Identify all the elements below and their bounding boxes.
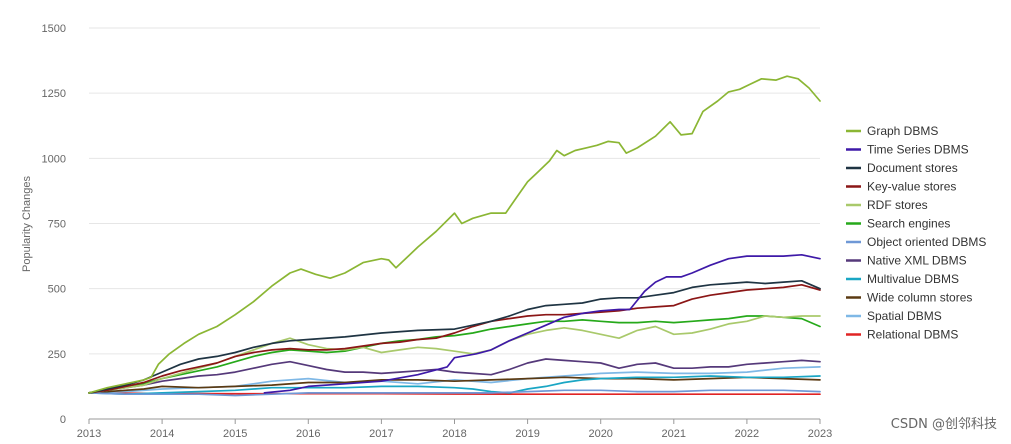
legend-item-key-value-stores[interactable]: Key-value stores <box>846 180 956 194</box>
legend-label: Graph DBMS <box>867 124 938 138</box>
legend-item-object-oriented-dbms[interactable]: Object oriented DBMS <box>846 235 986 249</box>
legend-item-graph-dbms[interactable]: Graph DBMS <box>846 124 938 138</box>
y-tick-label: 0 <box>60 414 66 426</box>
legend-label: Key-value stores <box>867 180 956 194</box>
x-tick-label: 2018 <box>442 428 466 440</box>
legend-label: Wide column stores <box>867 291 972 305</box>
axes: 0 250 500 750 1000 1250 1500 2013 2014 2015 2016 20… <box>42 23 833 440</box>
y-tick-label: 1250 <box>42 88 66 100</box>
legend-item-native-xml-dbms[interactable]: Native XML DBMS <box>846 254 967 268</box>
y-tick-label: 250 <box>48 349 66 361</box>
y-tick-label: 1500 <box>42 23 66 35</box>
legend-item-document-stores[interactable]: Document stores <box>846 161 958 175</box>
legend-label: Object oriented DBMS <box>867 235 986 249</box>
legend-item-rdf-stores[interactable]: RDF stores <box>846 198 928 212</box>
legend-item-multivalue-dbms[interactable]: Multivalue DBMS <box>846 272 959 286</box>
series-line-time-series-dbms <box>263 253 821 394</box>
legend-item-spatial-dbms[interactable]: Spatial DBMS <box>846 309 942 323</box>
y-axis-title: Popularity Changes <box>21 176 33 273</box>
y-tick-label: 750 <box>48 219 66 231</box>
series-line-wide-column-stores <box>88 376 821 394</box>
x-tick-label: 2020 <box>588 428 612 440</box>
legend-label: Relational DBMS <box>867 328 958 342</box>
legend-item-relational-dbms[interactable]: Relational DBMS <box>846 328 958 342</box>
series-line-search-engines <box>88 315 821 394</box>
y-tick-label: 500 <box>48 284 66 296</box>
series-line-document-stores <box>88 279 821 394</box>
series-line-native-xml-dbms <box>88 358 821 394</box>
legend-item-search-engines[interactable]: Search engines <box>846 217 950 231</box>
x-tick-label: 2013 <box>77 428 101 440</box>
legend-item-wide-column-stores[interactable]: Wide column stores <box>846 291 972 305</box>
series-line-relational-dbms <box>88 392 821 396</box>
series-line-key-value-stores <box>88 283 821 394</box>
legend-label: Spatial DBMS <box>867 309 942 323</box>
legend-label: Search engines <box>867 217 950 231</box>
grid-lines <box>89 27 820 355</box>
x-tick-label: 2023 <box>808 428 832 440</box>
x-tick-label: 2019 <box>515 428 539 440</box>
series-line-object-oriented-dbms <box>88 389 821 397</box>
y-tick-label: 1000 <box>42 153 66 165</box>
series-line-graph-dbms <box>88 75 821 394</box>
legend-label: Time Series DBMS <box>867 143 969 157</box>
x-tick-label: 2017 <box>369 428 393 440</box>
x-tick-label: 2014 <box>150 428 174 440</box>
x-tick-label: 2015 <box>223 428 247 440</box>
legend-label: Document stores <box>867 161 958 175</box>
legend: Graph DBMS Time Series DBMS Document store… <box>846 124 986 342</box>
watermark: CSDN @创邻科技 <box>890 417 997 432</box>
legend-item-time-series-dbms[interactable]: Time Series DBMS <box>846 143 969 157</box>
legend-label: Multivalue DBMS <box>867 272 959 286</box>
series-lines <box>88 75 821 397</box>
series-line-multivalue-dbms <box>88 375 821 396</box>
legend-label: Native XML DBMS <box>867 254 967 268</box>
x-tick-label: 2021 <box>662 428 686 440</box>
x-tick-label: 2022 <box>735 428 759 440</box>
legend-label: RDF stores <box>867 198 928 212</box>
x-tick-label: 2016 <box>296 428 320 440</box>
